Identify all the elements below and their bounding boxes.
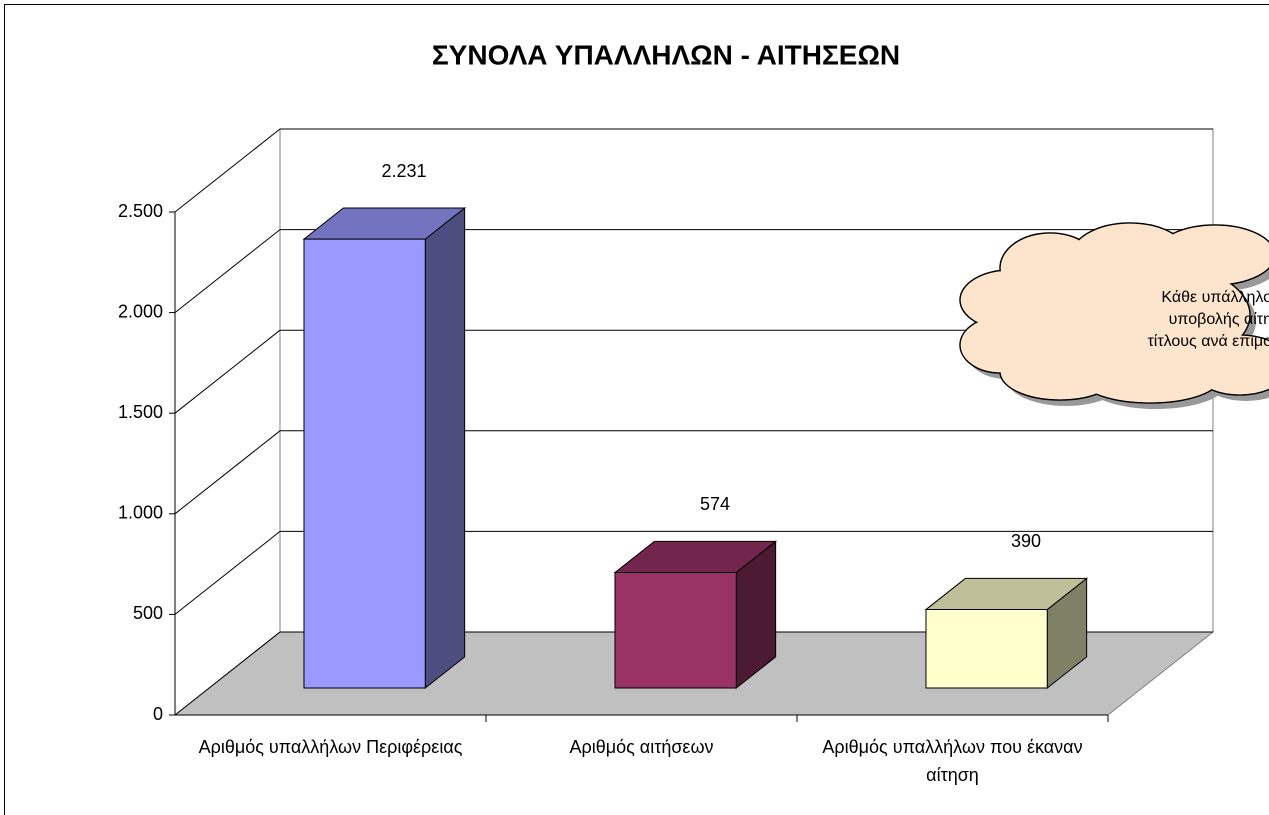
y-tick-label: 0	[153, 704, 163, 724]
side-grid-line	[174, 531, 281, 615]
y-tick-label: 1.500	[118, 402, 163, 422]
callout: Κάθε υπάλληλο υποβολής αίτη τίτλους ανά επ…	[959, 222, 1269, 409]
value-label: 574	[700, 494, 730, 514]
side-grid-line	[174, 631, 281, 716]
bar	[303, 238, 426, 689]
x-tick-label: Αριθμός υπαλλήλων που έκαναν αίτηση	[822, 737, 1083, 785]
side-grid-line	[174, 128, 281, 213]
y-tick-label: 1.000	[118, 503, 163, 523]
y-tick-label: 2.500	[118, 201, 163, 221]
bar-side	[424, 206, 466, 690]
x-tick-label: Αριθμός υπαλλήλων Περιφέρειας	[198, 737, 463, 757]
callout-text: τίτλους ανά επιμο	[1147, 333, 1269, 350]
callout-text: Κάθε υπάλληλο	[1161, 289, 1269, 306]
side-grid-line	[174, 329, 281, 414]
chart-border	[4, 4, 1269, 815]
x-tick-label: Αριθμός αιτήσεων	[569, 737, 714, 757]
callout-fill	[1080, 353, 1220, 403]
bar	[925, 609, 1048, 689]
side-grid-line	[174, 229, 281, 313]
value-label: 390	[1011, 531, 1041, 551]
chart-title: ΣΥΝΟΛΑ ΥΠΑΛΛΗΛΩΝ - ΑΙΤΗΣΕΩΝ	[432, 39, 900, 70]
callout-fill	[1190, 335, 1269, 395]
y-tick-label: 500	[133, 603, 163, 623]
callout-fill	[1155, 225, 1269, 285]
side-grid-line	[174, 430, 281, 515]
bar	[614, 572, 737, 689]
y-tick-label: 2.000	[118, 301, 163, 321]
callout-fill	[1070, 223, 1190, 293]
callout-text: υποβολής αίτη	[1169, 311, 1269, 328]
value-label: 2.231	[381, 161, 426, 181]
